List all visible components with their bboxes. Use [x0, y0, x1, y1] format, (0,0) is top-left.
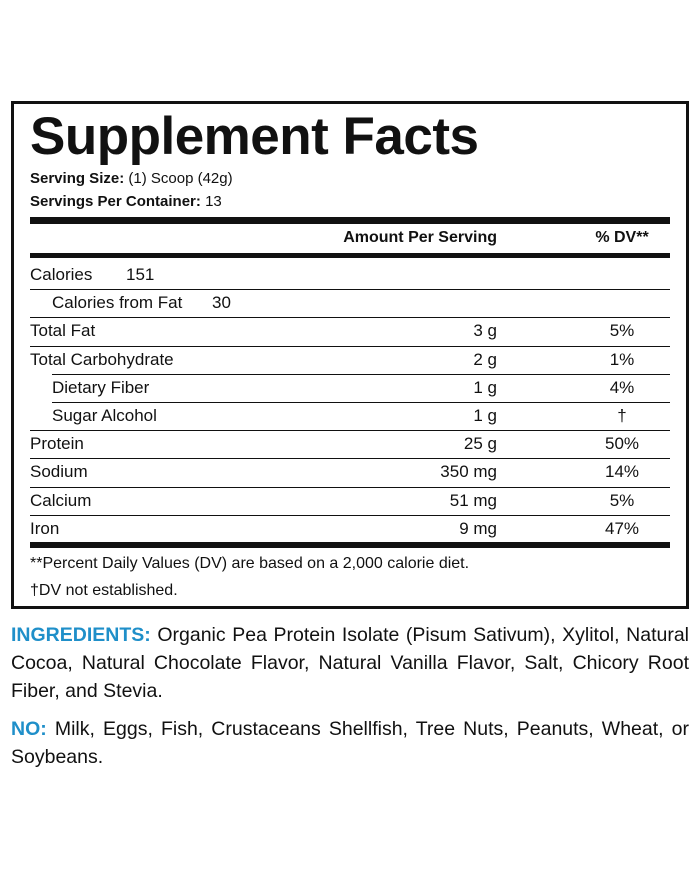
footnote: †DV not established. — [30, 582, 178, 599]
nutrient-amount: 25 g — [463, 434, 497, 454]
nutrient-name: Sodium — [30, 462, 88, 482]
row-divider — [30, 317, 670, 319]
calories-fat-name: Calories from Fat — [52, 293, 183, 313]
dv-header: % DV** — [595, 229, 649, 246]
facts-panel: Supplement Facts Serving Size: (1) Scoop… — [11, 101, 689, 609]
label: NO: — [11, 718, 47, 740]
row-divider — [30, 345, 670, 347]
nutrient-amount: 3 g — [473, 321, 497, 341]
row-divider — [30, 430, 670, 432]
footnote: **Percent Daily Values (DV) are based on… — [30, 555, 470, 572]
ingredients: INGREDIENTS: Organic Pea Protein Isolate… — [11, 621, 689, 705]
row-divider — [52, 373, 670, 375]
nutrient-dv: 1% — [609, 349, 635, 369]
nutrient-amount: 2 g — [473, 349, 497, 369]
nutrient-dv: 50% — [604, 434, 640, 454]
amount-header: Amount Per Serving — [343, 229, 497, 246]
row-divider — [52, 402, 670, 403]
value: (1) Scoop (42g) — [128, 170, 233, 187]
row-divider — [30, 514, 670, 516]
thick-rule — [30, 217, 670, 224]
value: 13 — [205, 193, 222, 210]
nutrient-amount: 51 mg — [449, 490, 497, 510]
calories-value: 151 — [126, 265, 155, 284]
calories-name: Calories — [30, 265, 93, 284]
nutrient-name: Dietary Fiber — [52, 377, 150, 397]
nutrient-name: Protein — [30, 434, 84, 454]
nutrient-dv: 4% — [609, 377, 635, 397]
nutrient-name: Sugar Alcohol — [52, 406, 157, 425]
text: Milk, Eggs, Fish, Crustaceans Shellfish,… — [11, 718, 689, 768]
row-divider — [30, 458, 670, 460]
nutrient-dv: 47% — [604, 518, 640, 538]
thick-rule — [30, 542, 670, 548]
serving-size: Serving Size: (1) Scoop (42g) — [30, 170, 233, 187]
row-divider — [30, 486, 670, 488]
nutrient-name: Calcium — [30, 490, 92, 510]
label: INGREDIENTS: — [11, 624, 151, 646]
label: Serving Size: — [30, 170, 125, 187]
allergens: NO: Milk, Eggs, Fish, Crustaceans Shellf… — [11, 715, 689, 771]
nutrient-name: Iron — [30, 518, 60, 538]
label: Servings Per Container: — [30, 193, 201, 210]
title: Supplement Facts — [30, 107, 479, 166]
nutrient-dv: 14% — [604, 462, 640, 482]
servings-per-container: Servings Per Container: 13 — [30, 193, 222, 210]
row-divider — [30, 289, 670, 291]
nutrient-amount: 1 g — [473, 377, 497, 397]
nutrient-dv: † — [617, 406, 627, 425]
nutrient-dv: 5% — [609, 321, 635, 341]
thick-rule — [30, 253, 670, 258]
calories-fat-value: 30 — [212, 293, 231, 313]
nutrient-dv: 5% — [609, 490, 635, 510]
text: Organic Pea Protein Isolate (Pisum Sativ… — [11, 624, 690, 702]
nutrient-amount: 1 g — [473, 406, 497, 425]
nutrient-name: Total Carbohydrate — [30, 349, 174, 369]
nutrient-name: Total Fat — [30, 321, 96, 341]
nutrient-amount: 350 mg — [440, 462, 497, 482]
nutrient-amount: 9 mg — [459, 518, 497, 538]
